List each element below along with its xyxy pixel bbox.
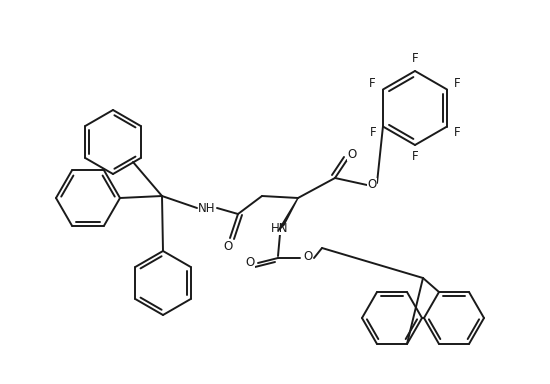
Text: F: F (412, 53, 419, 66)
Text: F: F (412, 151, 419, 164)
Text: O: O (245, 257, 255, 270)
Text: HN: HN (271, 222, 289, 235)
Text: O: O (304, 250, 312, 263)
Text: F: F (369, 77, 376, 90)
Text: O: O (367, 179, 377, 192)
Text: O: O (348, 147, 356, 161)
Text: F: F (454, 126, 461, 139)
Text: F: F (412, 149, 419, 162)
Text: NH: NH (198, 202, 216, 215)
Text: F: F (453, 126, 460, 139)
Text: F: F (453, 78, 460, 91)
Text: F: F (370, 78, 377, 91)
Text: F: F (412, 53, 419, 66)
Text: O: O (223, 240, 233, 253)
Text: F: F (370, 126, 377, 139)
Polygon shape (278, 198, 298, 231)
Text: F: F (454, 77, 461, 90)
